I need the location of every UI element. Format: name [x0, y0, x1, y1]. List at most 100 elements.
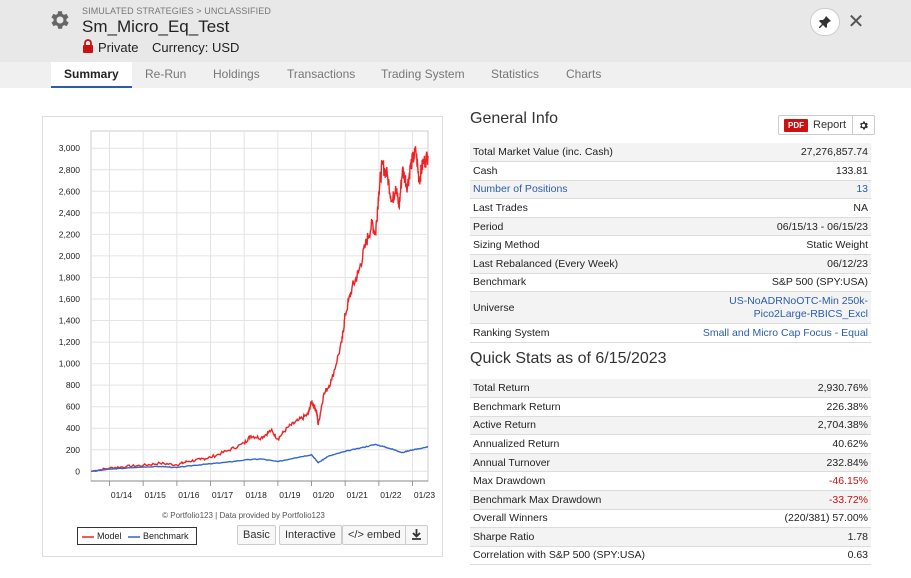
basic-button[interactable]: Basic: [237, 525, 276, 545]
model-series-line: [90, 146, 429, 473]
row-label: Last Trades: [470, 198, 659, 218]
y-tick-label: 200: [66, 445, 80, 455]
y-tick-label: 2,400: [59, 208, 81, 218]
row-value: 06/12/23: [658, 254, 871, 274]
row-value: 2,930.76%: [736, 378, 871, 398]
y-tick-label: 600: [66, 402, 80, 412]
download-button[interactable]: [405, 525, 428, 545]
row-value: 133.81: [658, 161, 871, 181]
y-tick-label: 1,600: [59, 294, 81, 304]
table-row: Last Rebalanced (Every Week) 06/12/23: [470, 254, 871, 274]
row-value: 2,704.38%: [736, 416, 871, 436]
report-button[interactable]: PDF Report: [778, 115, 876, 135]
row-value: NA: [658, 198, 871, 218]
row-label: Max Drawdown: [470, 471, 737, 491]
row-label: Annual Turnover: [470, 453, 737, 473]
embed-button[interactable]: </> embed: [342, 525, 407, 545]
privacy-label: Private: [98, 40, 139, 55]
universe-line-1: US-NoADRNoOTC-Min 250k-: [729, 294, 868, 307]
x-tick-label: 01/23: [414, 490, 436, 500]
table-row: Active Return 2,704.38%: [470, 416, 871, 436]
table-row: Max Drawdown -46.15%: [470, 471, 871, 491]
row-label: Total Return: [470, 378, 737, 398]
y-tick-label: 1,800: [59, 272, 81, 282]
tab-trading-system[interactable]: Trading System: [381, 67, 465, 81]
x-tick-label: 01/15: [145, 490, 167, 500]
row-label: Universe: [470, 291, 659, 325]
table-row: Sharpe Ratio 1.78: [470, 527, 871, 547]
lock-icon: [83, 39, 93, 53]
tab-charts[interactable]: Charts: [566, 67, 602, 81]
quick-stats-table: Total Return 2,930.76% Benchmark Return 22…: [470, 378, 871, 566]
x-tick-label: 01/22: [380, 490, 402, 500]
info-panel: General Info PDF Report Total Market Val…: [470, 110, 876, 566]
benchmark-series-line: [90, 443, 429, 472]
ranking-system-link[interactable]: Small and Micro Cap Focus - Equal: [658, 323, 871, 343]
pin-button[interactable]: [810, 8, 840, 36]
table-row: Benchmark Return 226.38%: [470, 397, 871, 417]
plot-area: [90, 130, 429, 482]
table-row: Annual Turnover 232.84%: [470, 453, 871, 473]
row-label: Sizing Method: [470, 235, 659, 256]
tab-summary[interactable]: Summary: [51, 62, 132, 88]
report-settings[interactable]: [852, 116, 874, 134]
row-value: S&P 500 (SPY:USA): [658, 273, 871, 293]
row-label: Annualized Return: [470, 434, 737, 454]
row-label: Benchmark Return: [470, 397, 737, 417]
tab-holdings[interactable]: Holdings: [213, 67, 260, 81]
breadcrumb[interactable]: SIMULATED STRATEGIES > UNCLASSIFIED: [82, 6, 271, 16]
chart-legend[interactable]: Model Benchmark: [77, 527, 197, 545]
x-tick-label: 01/19: [279, 490, 301, 500]
row-value: 40.62%: [736, 434, 871, 454]
currency-label: Currency: USD: [152, 40, 240, 55]
row-value: -33.72%: [736, 490, 871, 510]
x-tick-label: 01/14: [111, 490, 133, 500]
close-icon[interactable]: ✕: [847, 11, 865, 33]
universe-line-2: Pico2Large-RBICS_Excl: [753, 307, 868, 320]
quick-stats-title: Quick Stats as of 6/15/2023: [470, 349, 667, 367]
chart-credit: © Portfolio123 | Data provided by Portfo…: [162, 511, 325, 520]
row-value: (220/381) 57.00%: [736, 509, 871, 529]
y-tick-label: 3,000: [59, 143, 81, 153]
universe-link[interactable]: US-NoADRNoOTC-Min 250k- Pico2Large-RBICS_…: [658, 291, 871, 325]
row-label: Correlation with S&P 500 (SPY:USA): [470, 546, 737, 566]
table-row: Benchmark S&P 500 (SPY:USA): [470, 273, 871, 293]
page-title: Sm_Micro_Eq_Test: [82, 17, 230, 36]
row-label: Cash: [470, 161, 659, 181]
gear-icon[interactable]: [48, 8, 72, 32]
row-value: 226.38%: [736, 397, 871, 417]
table-row: Overall Winners (220/381) 57.00%: [470, 509, 871, 529]
tab-statistics[interactable]: Statistics: [491, 67, 540, 81]
table-row: Ranking System Small and Micro Cap Focus …: [470, 323, 871, 343]
performance-chart: 0 200 400 600 800 1,000 1,200 1,400 1,600 1,800 2,…: [42, 116, 443, 557]
y-tick-label: 400: [66, 423, 80, 433]
y-tick-label: 2,000: [59, 251, 81, 261]
row-value: 06/15/13 - 06/15/23: [658, 217, 871, 237]
x-tick-label: 01/21: [347, 490, 369, 500]
interactive-button[interactable]: Interactive: [279, 525, 342, 545]
gear-icon: [860, 120, 868, 130]
row-label: Sharpe Ratio: [470, 527, 737, 547]
table-row: Number of Positions 13: [470, 180, 871, 200]
table-row: Correlation with S&P 500 (SPY:USA) 0.63: [470, 546, 871, 566]
tab-rerun[interactable]: Re-Run: [145, 67, 187, 81]
strategy-header: SIMULATED STRATEGIES > UNCLASSIFIED Sm_M…: [0, 0, 911, 62]
number-of-positions-link[interactable]: Number of Positions: [470, 180, 659, 200]
pdf-icon: PDF: [784, 118, 808, 132]
row-label: Benchmark: [470, 273, 659, 293]
tab-transactions[interactable]: Transactions: [287, 67, 356, 81]
table-row: Total Return 2,930.76%: [470, 378, 871, 398]
row-label: Total Market Value (inc. Cash): [470, 143, 659, 163]
report-label: Report: [813, 119, 847, 131]
table-row: Annualized Return 40.62%: [470, 434, 871, 454]
table-row: Sizing Method Static Weight: [470, 235, 871, 256]
x-tick-label: 01/16: [178, 490, 200, 500]
x-tick-label: 01/20: [313, 490, 335, 500]
general-info-title: General Info: [470, 110, 559, 127]
row-label: Period: [470, 217, 659, 237]
table-row: Benchmark Max Drawdown -33.72%: [470, 490, 871, 510]
row-value: 0.63: [736, 546, 871, 566]
legend-benchmark-label: Benchmark: [143, 531, 189, 541]
x-tick-label: 01/18: [246, 490, 268, 500]
number-of-positions-value[interactable]: 13: [658, 180, 871, 200]
